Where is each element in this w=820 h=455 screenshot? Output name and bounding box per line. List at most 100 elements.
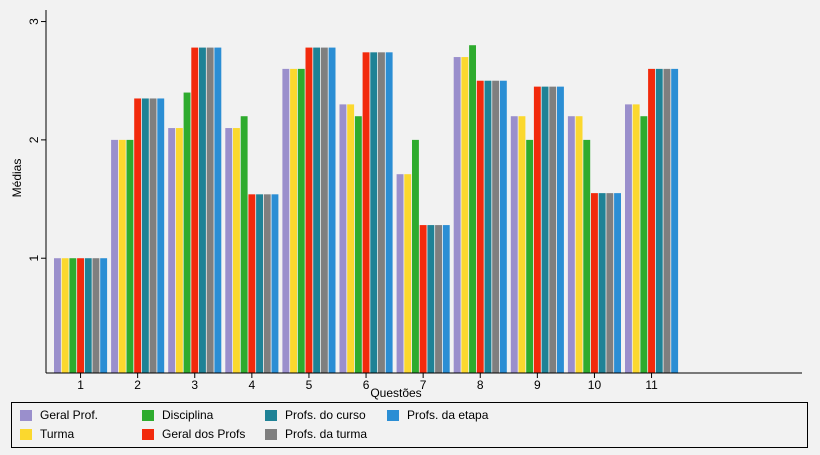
bar-2-1: [61, 258, 69, 373]
bar-1-8: [453, 57, 461, 374]
bar-2-2: [118, 139, 126, 373]
bar-6-6: [378, 52, 385, 373]
x-tick-label-9: 9: [534, 378, 541, 392]
legend-item: Geral Prof.: [20, 408, 98, 422]
bar-5-4: [256, 194, 263, 373]
bar-1-7: [396, 174, 404, 373]
bar-3-8: [469, 45, 476, 373]
y-tick-label-2: 2: [27, 136, 41, 143]
bar-1-4: [225, 128, 233, 373]
bar-4-9: [533, 86, 541, 373]
bar-5-10: [598, 193, 606, 373]
bar-1-3: [168, 128, 176, 373]
y-tick-label-1: 1: [27, 255, 41, 262]
legend-swatch: [142, 409, 154, 421]
bar-4-6: [362, 52, 370, 373]
x-axis-title: Questões: [370, 386, 421, 400]
bar-5-7: [427, 225, 435, 373]
legend-item: Disciplina: [142, 408, 213, 422]
legend-item: Profs. da turma: [265, 427, 367, 441]
legend-swatch: [387, 409, 399, 421]
x-tick-label-4: 4: [249, 378, 256, 392]
legend-swatch: [20, 428, 32, 440]
bar-3-7: [412, 139, 419, 373]
x-tick-label-6: 6: [363, 378, 370, 392]
bar-6-10: [606, 193, 614, 373]
bar-5-5: [313, 47, 321, 373]
legend-item: Profs. do curso: [265, 408, 366, 422]
legend-label: Disciplina: [162, 408, 214, 422]
bar-7-6: [385, 52, 393, 373]
x-tick-label-11: 11: [645, 378, 658, 392]
bar-3-2: [126, 139, 134, 373]
bar-4-1: [77, 258, 84, 373]
x-tick-label-2: 2: [134, 378, 141, 392]
bar-4-3: [191, 47, 199, 373]
bar-3-9: [526, 139, 534, 373]
legend: Geral Prof. Turma Disciplina Geral dos Prof…: [11, 402, 808, 448]
bar-3-5: [297, 68, 305, 373]
bar-5-8: [484, 80, 492, 373]
bar-7-3: [214, 47, 222, 373]
bar-5-11: [655, 68, 663, 373]
legend-swatch: [142, 428, 154, 440]
bar-6-1: [92, 258, 100, 373]
legend-item: Profs. da etapa: [387, 408, 488, 422]
bar-2-7: [404, 174, 412, 373]
bar-4-11: [648, 68, 655, 373]
bar-2-11: [632, 104, 640, 373]
x-tick-label-1: 1: [77, 378, 84, 392]
bar-4-8: [476, 80, 484, 373]
x-tick-label-8: 8: [477, 378, 484, 392]
bar-1-2: [111, 139, 118, 373]
bar-7-2: [157, 98, 165, 373]
x-tick-label-7: 7: [420, 378, 427, 392]
bar-1-9: [510, 116, 518, 373]
y-tick-label-3: 3: [27, 18, 41, 25]
bar-2-5: [290, 68, 297, 373]
bar-6-11: [663, 68, 671, 373]
bar-7-4: [271, 194, 279, 373]
legend-label: Turma: [40, 427, 75, 441]
bar-1-6: [339, 104, 347, 373]
legend-label: Geral dos Profs: [162, 427, 246, 441]
x-tick-label-10: 10: [588, 378, 602, 392]
bar-6-4: [263, 194, 271, 373]
bar-3-3: [183, 92, 191, 374]
bar-7-1: [100, 258, 108, 373]
bar-7-7: [442, 225, 450, 373]
bar-5-1: [84, 258, 92, 373]
x-tick-label-5: 5: [306, 378, 313, 392]
bar-4-5: [305, 47, 313, 373]
bar-5-9: [541, 86, 549, 373]
bar-6-9: [549, 86, 557, 373]
bar-7-10: [614, 193, 621, 373]
bar-2-4: [233, 128, 240, 373]
bar-6-7: [435, 225, 442, 373]
legend-label: Profs. da etapa: [407, 408, 489, 422]
bar-2-9: [518, 116, 526, 373]
bar-4-7: [419, 225, 427, 373]
legend-swatch: [265, 428, 277, 440]
bar-2-3: [175, 128, 183, 373]
bar-6-8: [492, 80, 500, 373]
bar-1-5: [282, 68, 290, 373]
bar-7-8: [499, 80, 507, 373]
bar-7-11: [671, 68, 679, 373]
bar-4-10: [591, 193, 598, 373]
legend-label: Profs. do curso: [285, 408, 366, 422]
legend-swatch: [265, 409, 277, 421]
bar-5-2: [141, 98, 149, 373]
bar-3-4: [240, 116, 248, 373]
bar-5-3: [199, 47, 206, 373]
bar-3-10: [583, 139, 591, 373]
bar-6-3: [206, 47, 214, 373]
bar-6-5: [320, 47, 328, 373]
legend-swatch: [20, 409, 32, 421]
legend-label: Profs. da turma: [285, 427, 368, 441]
bar-3-1: [69, 258, 77, 373]
bar-2-6: [347, 104, 355, 373]
legend-item: Turma: [20, 427, 74, 441]
legend-item: Geral dos Profs: [142, 427, 245, 441]
bar-1-1: [54, 258, 61, 373]
